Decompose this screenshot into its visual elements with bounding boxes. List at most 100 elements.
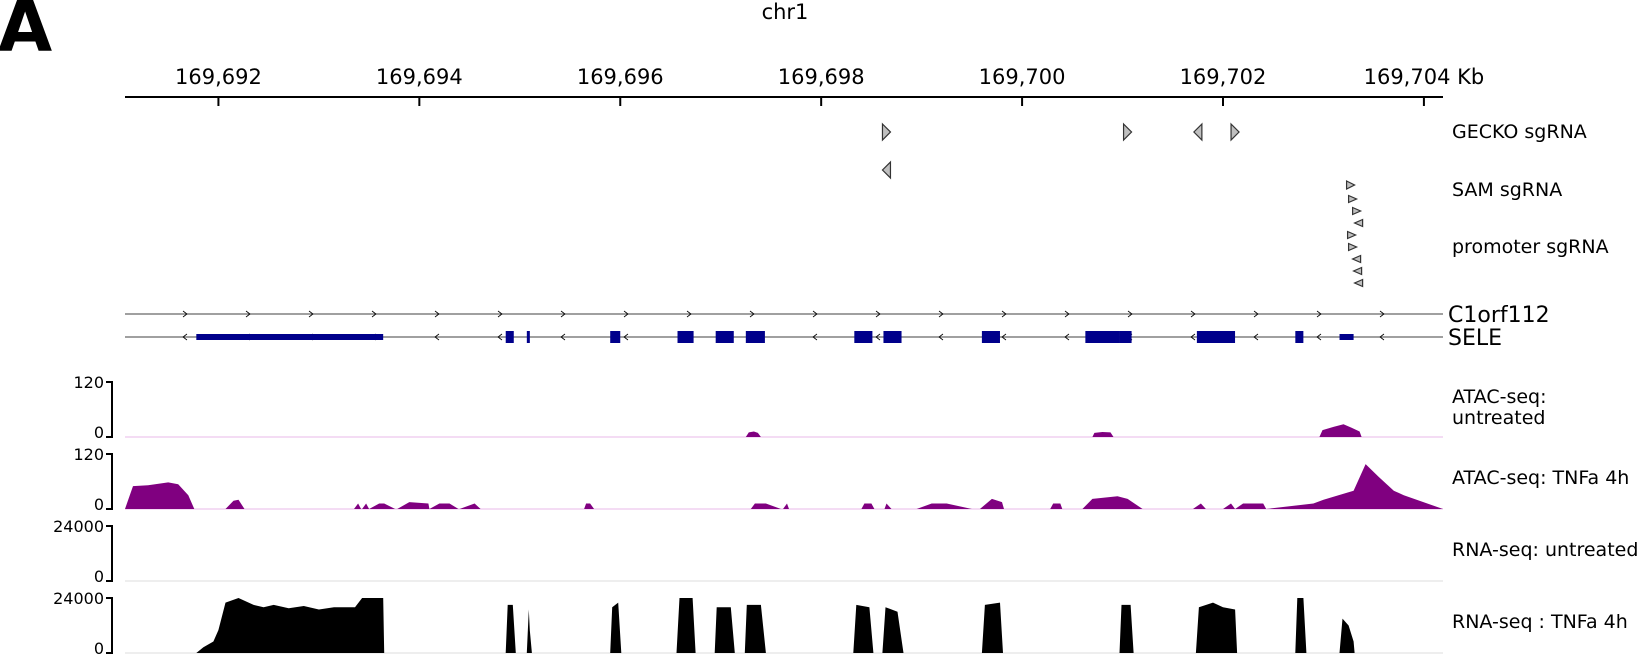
signal-ymax-label: 120 — [73, 445, 104, 464]
strand-arrow — [1316, 310, 1322, 318]
gene-exon — [1339, 334, 1354, 340]
strand-arrow — [1379, 333, 1385, 341]
gecko-sgrna-mark — [881, 122, 892, 142]
gene-exon — [1196, 331, 1236, 343]
strand-arrow — [1064, 310, 1070, 318]
gene-name: SELE — [1448, 326, 1502, 351]
genomic-axis: 169,692 169,694 169,696 169,698 169,700 169,7… — [125, 65, 1484, 106]
signal-ymin-label: 0 — [94, 639, 104, 658]
promoter-track-label: promoter sgRNA — [1452, 236, 1609, 258]
promoter-sgrna-mark — [1352, 206, 1363, 216]
sam-sgrna-mark — [1345, 180, 1356, 190]
signal-track-label: RNA-seq : TNFa 4h — [1452, 611, 1628, 633]
axis-tick-label: 169,692 — [175, 65, 262, 89]
strand-arrow — [938, 333, 944, 341]
gene-exon — [1085, 331, 1120, 343]
axis-tick-label: 169,702 — [1180, 65, 1267, 89]
signal-ymax-label: 120 — [73, 373, 104, 392]
gene-exon — [677, 331, 694, 343]
gene-exon — [745, 331, 765, 343]
strand-arrow — [875, 333, 881, 341]
strand-arrow — [1253, 333, 1259, 341]
promoter-sgrna-mark — [1353, 278, 1364, 288]
gene-exon — [196, 334, 384, 340]
gecko-sgrna-mark — [1193, 122, 1203, 142]
signal-ymin-label: 0 — [94, 495, 104, 514]
signal-ymin-label: 0 — [94, 423, 104, 442]
strand-arrow — [1190, 333, 1196, 341]
signal-ymax-label: 24000 — [53, 589, 104, 608]
strand-arrow — [623, 333, 629, 341]
signal-tracks: 120 0 ATAC-seq:untreated 120 0 ATAC-seq: TNFa… — [53, 373, 1638, 658]
gene-exon — [1295, 331, 1304, 343]
sgrna-tracks — [881, 122, 1364, 288]
signal-area — [125, 598, 1355, 653]
gene-exon — [854, 331, 873, 343]
chromosome-title: chr1 — [761, 0, 809, 24]
strand-arrow — [875, 310, 881, 318]
signal-track-label: RNA-seq: untreated — [1452, 539, 1638, 561]
gene-exon — [610, 331, 621, 343]
axis-tick-label: 169,700 — [979, 65, 1066, 89]
gene-name: C1orf112 — [1448, 303, 1550, 328]
strand-arrow — [1001, 333, 1007, 341]
signal-y-axis — [106, 453, 113, 510]
gene-exon — [715, 331, 734, 343]
strand-arrow — [182, 333, 188, 341]
strand-arrow — [308, 310, 314, 318]
strand-arrow — [560, 333, 566, 341]
promoter-sgrna-mark — [1351, 254, 1362, 264]
track-labels: GECKO sgRNA SAM sgRNA promoter sgRNA — [1452, 121, 1609, 258]
strand-arrow — [182, 310, 188, 318]
axis-tick-label: 169,704 Kb — [1364, 65, 1485, 89]
gene-exon — [1119, 331, 1132, 343]
gecko-sgrna-mark — [1230, 122, 1240, 142]
signal-area — [125, 424, 1443, 437]
promoter-sgrna-mark — [1347, 194, 1359, 204]
strand-arrow — [497, 333, 503, 341]
strand-arrow — [560, 310, 566, 318]
gene-exon — [981, 331, 1000, 343]
strand-arrow — [1001, 310, 1007, 318]
promoter-sgrna-mark — [1346, 230, 1358, 240]
sam-track-label: SAM sgRNA — [1452, 179, 1562, 201]
strand-arrow — [245, 310, 251, 318]
strand-arrow — [1316, 333, 1322, 341]
strand-arrow — [434, 310, 440, 318]
signal-track-label: ATAC-seq: TNFa 4h — [1452, 467, 1629, 489]
axis-tick-label: 169,696 — [577, 65, 664, 89]
signal-ymin-label: 0 — [94, 567, 104, 586]
signal-track-label-line2: untreated — [1452, 407, 1545, 429]
strand-arrow — [434, 333, 440, 341]
strand-arrow — [812, 333, 818, 341]
signal-y-axis — [106, 525, 113, 582]
strand-arrow — [1253, 310, 1259, 318]
signal-ymax-label: 24000 — [53, 517, 104, 536]
strand-arrow — [1064, 333, 1070, 341]
gecko-sgrna-mark — [1122, 122, 1133, 142]
gene-exon — [505, 331, 514, 343]
promoter-sgrna-mark — [1347, 242, 1359, 252]
strand-arrow — [686, 310, 692, 318]
signal-y-axis — [106, 381, 113, 438]
strand-arrow — [749, 310, 755, 318]
strand-arrow — [623, 310, 629, 318]
strand-arrow — [1127, 310, 1133, 318]
sam-sgrna-mark — [881, 160, 892, 180]
signal-track-label: ATAC-seq: — [1452, 386, 1547, 408]
strand-arrow — [497, 310, 503, 318]
axis-tick-label: 169,694 — [376, 65, 463, 89]
axis-tick-label: 169,698 — [778, 65, 865, 89]
promoter-sgrna-mark — [1352, 266, 1363, 276]
gene-exon — [526, 331, 530, 343]
panel-letter: A — [0, 0, 53, 68]
signal-y-axis — [106, 597, 113, 654]
strand-arrow — [812, 310, 818, 318]
signal-area — [125, 464, 1443, 509]
gecko-track-label: GECKO sgRNA — [1452, 121, 1587, 143]
strand-arrow — [1379, 310, 1385, 318]
strand-arrow — [1190, 310, 1196, 318]
promoter-sgrna-mark — [1353, 218, 1364, 228]
